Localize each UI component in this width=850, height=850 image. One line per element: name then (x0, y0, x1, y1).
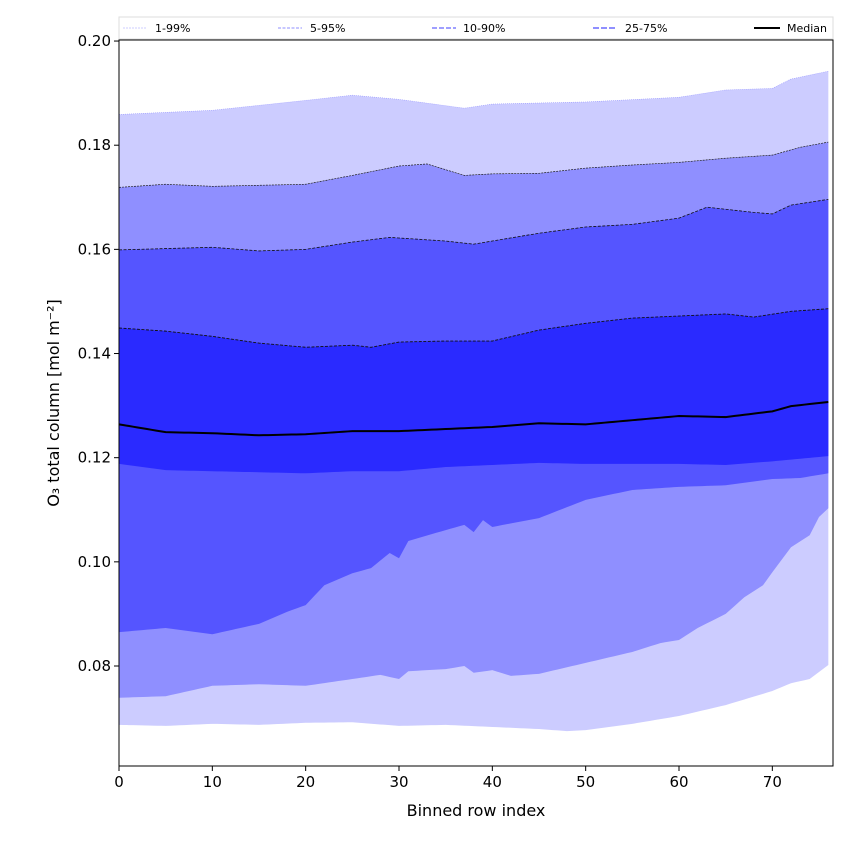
y-tick-label: 0.14 (78, 345, 111, 363)
y-axis-label: O₃ total column [mol m⁻²] (44, 299, 63, 507)
y-tick-label: 0.12 (78, 449, 111, 467)
line-p90 (118, 198, 829, 252)
median-line (118, 400, 829, 437)
y-tick-label: 0.10 (78, 553, 111, 571)
line-p95 (118, 141, 829, 188)
x-tick-label: 20 (296, 773, 315, 791)
lines (118, 70, 829, 437)
plot-frame (118, 39, 834, 767)
legend: 1-99% 5-95% 10-90% 25-75% Median (118, 16, 834, 40)
legend-label-median: Median (787, 22, 827, 35)
y-tick-label: 0.18 (78, 136, 111, 154)
line-p99 (118, 70, 829, 115)
legend-label-10-90: 10-90% (463, 22, 505, 35)
x-tick-label: 0 (114, 773, 124, 791)
x-axis-label: Binned row index (407, 801, 546, 820)
legend-label-25-75: 25-75% (625, 22, 667, 35)
line-p75 (118, 308, 829, 348)
x-tick-label: 50 (576, 773, 595, 791)
x-tick-label: 40 (483, 773, 502, 791)
x-tick-label: 10 (203, 773, 222, 791)
band-25-75 (119, 308, 829, 474)
y-axis-ticks: 0.08 0.10 0.12 0.14 0.16 0.18 0.20 (78, 32, 119, 675)
legend-label-5-95: 5-95% (310, 22, 345, 35)
x-tick-label: 30 (389, 773, 408, 791)
legend-box (118, 16, 834, 40)
x-tick-label: 60 (669, 773, 688, 791)
x-tick-label: 70 (763, 773, 782, 791)
legend-label-1-99: 1-99% (155, 22, 190, 35)
x-axis-ticks: 0 10 20 30 40 50 60 70 (114, 766, 782, 791)
y-tick-label: 0.08 (78, 657, 111, 675)
y-tick-label: 0.20 (78, 32, 111, 50)
bands (119, 71, 829, 732)
y-tick-label: 0.16 (78, 240, 111, 258)
